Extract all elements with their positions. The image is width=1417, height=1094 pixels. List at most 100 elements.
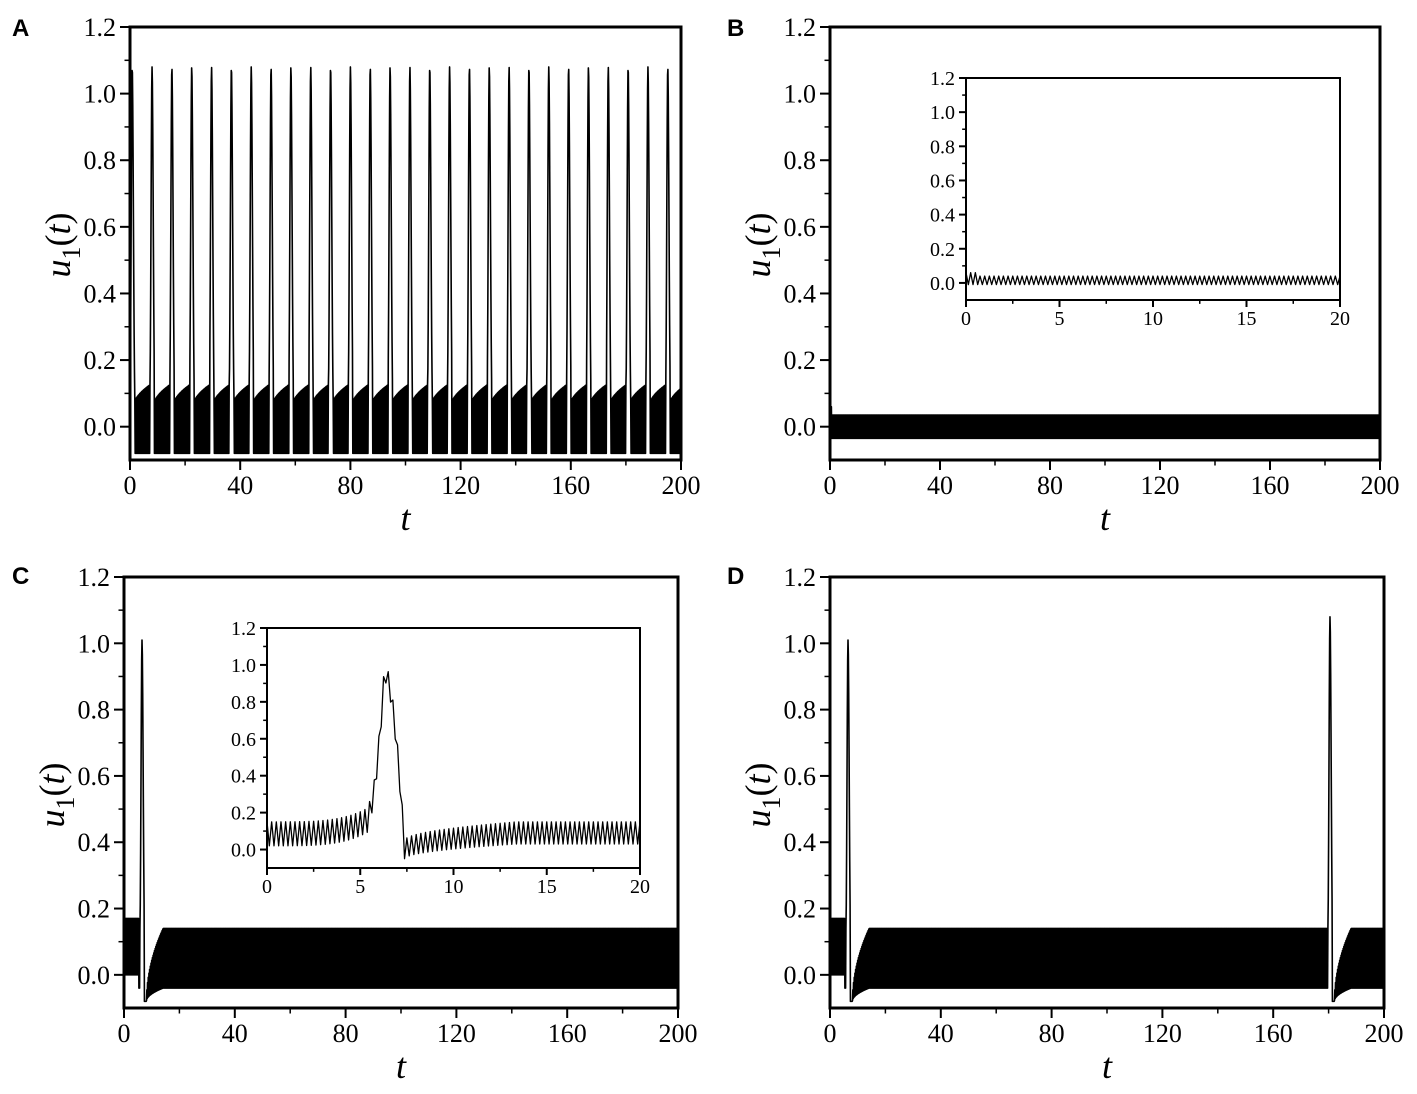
inset-plot: 0 5 10 15 20 0.0 0.2 0.4 0.6 0.8 1.0 1.2 [908, 66, 1354, 340]
y-axis-label: u1(t) [738, 212, 786, 277]
main-axes-x-tick-label: 40 [927, 471, 953, 500]
panel-d: D 0 40 80 120 160 200 0.0 0.2 0.4 0.6 0.8 1.0 1.2 t u1(… [727, 563, 1404, 1086]
main-axes-x-tick-label: 200 [1365, 1019, 1404, 1048]
panel-a: A 0 40 80 120 160 200 0.0 0.2 0.4 0.6 0.8 1.0 1.2 t u1(… [12, 13, 701, 538]
series-line [130, 66, 681, 455]
main-axes-x-tick-label: 120 [437, 1019, 476, 1048]
inset-axes-x-tick-label: 20 [630, 876, 650, 898]
inset-axes-y-tick-label: 1.0 [231, 655, 256, 677]
inset-axes-y-tick-label: 0.0 [231, 840, 256, 862]
main-axes-x-tick-label: 80 [1039, 1019, 1065, 1048]
main-axes-x-tick-label: 200 [662, 471, 701, 500]
inset-axes-y-tick-label: 1.0 [930, 102, 955, 124]
main-axes-y-tick-label: 0.0 [784, 961, 817, 990]
main-axes-y-tick-label: 0.4 [78, 828, 111, 857]
inset-axes-x-tick-label: 10 [444, 876, 464, 898]
main-axes-y-tick-label: 0.6 [84, 213, 117, 242]
inset-axes-y-tick-label: 0.2 [231, 803, 256, 825]
main-axes-x-tick-label: 80 [1037, 471, 1063, 500]
main-axes-x-tick-label: 200 [659, 1019, 698, 1048]
series-line [830, 405, 1380, 440]
main-plot-area [130, 66, 681, 455]
main-axes-y-tick-label: 0.4 [84, 279, 117, 308]
inset-plot-area [267, 671, 640, 860]
main-plot-area [830, 615, 1384, 1003]
main-axes-x-tick-label: 160 [551, 471, 590, 500]
main-axes-y-tick-label: 1.0 [84, 80, 117, 109]
panel-c: C0 40 80 120 160 2000.00.20.40.60.81.01.2tu1(… [12, 563, 698, 1086]
main-plot-area [830, 405, 1380, 440]
inset-axes-y-tick-label: 0.8 [231, 692, 256, 714]
main-axes-x-tick-label: 80 [337, 471, 363, 500]
x-axis-label: t [1102, 1046, 1113, 1086]
inset-plot-area [966, 272, 1340, 286]
main-axes-y-tick-label: 0.8 [84, 146, 117, 175]
panel-letter: A [12, 15, 29, 42]
panel-letter: B [727, 15, 744, 42]
main-axes-x-tick-label: 120 [441, 471, 480, 500]
x-axis-label: t [1100, 498, 1111, 538]
inset-axes-x-tick-label: 5 [1055, 308, 1065, 330]
main-axes-y-tick-label: 0.6 [784, 762, 817, 791]
main-axes-y-tick-label: 0.2 [784, 346, 817, 375]
inset-axes-y-tick-label: 1.2 [231, 618, 256, 640]
inset-axes-y-tick-label: 0.4 [930, 205, 955, 227]
main-axes-x-tick-label: 120 [1141, 471, 1180, 500]
inset-axes-x-tick-label: 5 [355, 876, 365, 898]
inset-axes-y-tick-label: 0.4 [231, 766, 256, 788]
main-axes-x-tick-label: 160 [1254, 1019, 1293, 1048]
main-axes-x-tick-label: 40 [222, 1019, 248, 1048]
main-axes-x-tick-label: 0 [124, 471, 137, 500]
main-axes-x-tick-label: 0 [824, 1019, 837, 1048]
main-axes-x-tick-label: 200 [1361, 471, 1400, 500]
main-axes-y-tick-label: 0.8 [784, 696, 817, 725]
main-axes-y-tick-label: 0.4 [784, 828, 817, 857]
inset-series-line [966, 272, 1340, 286]
inset-plot: 0 5 10 15 20 0.0 0.2 0.4 0.6 0.8 1.0 1.2 [209, 616, 654, 908]
inset-axes-x-tick-label: 20 [1330, 308, 1350, 330]
inset-axes-y-tick-label: 0.8 [930, 136, 955, 158]
main-axes-x-tick-label: 160 [1251, 471, 1290, 500]
panel-b: B0 40 80 120 160 2000.00.20.40.60.81.01.2tu1(… [727, 13, 1400, 538]
main-axes-x-tick-label: 160 [548, 1019, 587, 1048]
main-axes-y-tick-label: 1.2 [84, 13, 117, 42]
main-axes-y-tick-label: 1.0 [784, 629, 817, 658]
main-axes-y-tick-label: 0.2 [78, 895, 111, 924]
y-axis-label: u1(t) [738, 762, 786, 827]
series-line [124, 639, 678, 1003]
x-axis-label: t [396, 1046, 407, 1086]
main-axes-y-tick-label: 1.0 [784, 80, 817, 109]
main-axes-y-tick-label: 1.2 [78, 563, 111, 592]
main-axes-y-tick-label: 0.8 [784, 146, 817, 175]
inset-axes-y-tick-label: 0.0 [930, 273, 955, 295]
main-axes-y-tick-label: 1.0 [78, 629, 111, 658]
panel-letter: C [12, 563, 29, 590]
inset-axes-x-tick-label: 10 [1143, 308, 1163, 330]
inset-axes-x-tick-label: 15 [537, 876, 557, 898]
inset-axes-x-tick-label: 0 [262, 876, 272, 898]
series-line [830, 615, 1384, 1003]
inset-axes-x-tick-label: 15 [1237, 308, 1257, 330]
inset-axes-y-tick-label: 0.6 [930, 170, 955, 192]
main-axes-x-tick-label: 0 [118, 1019, 131, 1048]
y-axis-label: u1(t) [32, 762, 80, 827]
main-axes-y-tick-label: 0.0 [784, 413, 817, 442]
y-axis-label: u1(t) [38, 212, 86, 277]
x-axis-label: t [400, 498, 411, 538]
main-axes-y-tick-label: 0.6 [78, 762, 111, 791]
main-axes-y-tick-label: 0.4 [784, 279, 817, 308]
main-plot-area [124, 639, 678, 1003]
main-axes-y-tick-label: 0.2 [84, 346, 117, 375]
main-axes-y-tick-label: 0.2 [784, 895, 817, 924]
inset-series-line [267, 671, 640, 860]
inset-axes-y-tick-label: 1.2 [930, 68, 955, 90]
main-axes-y-tick-label: 0.6 [784, 213, 817, 242]
main-axes-x-tick-label: 0 [824, 471, 837, 500]
main-axes-x-tick-label: 40 [227, 471, 253, 500]
main-axes-x-tick-label: 40 [928, 1019, 954, 1048]
main-axes-y-tick-label: 0.0 [84, 413, 117, 442]
main-axes-x-tick-label: 80 [333, 1019, 359, 1048]
inset-axes-y-tick-label: 0.6 [231, 729, 256, 751]
panel-letter: D [727, 563, 744, 590]
inset-axes-x-tick-label: 0 [961, 308, 971, 330]
